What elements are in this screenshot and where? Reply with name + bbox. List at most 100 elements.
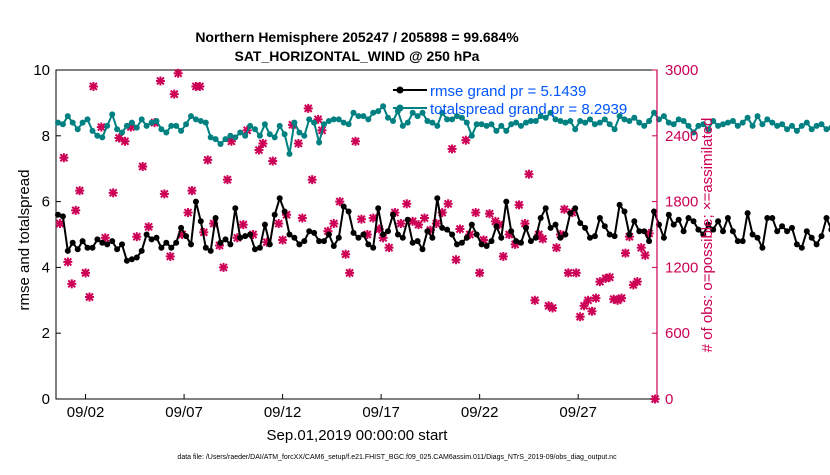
totalspread-point <box>527 118 534 124</box>
rmse-point <box>646 238 653 245</box>
rmse-point <box>468 221 475 228</box>
totalspread-point <box>390 118 396 124</box>
obs-marker <box>575 312 585 322</box>
totalspread-point <box>350 109 357 116</box>
totalspread-point <box>449 116 456 123</box>
totalspread-point <box>808 126 815 133</box>
rmse-point <box>449 231 456 238</box>
totalspread-point <box>74 126 81 133</box>
series-layer <box>55 68 830 404</box>
rmse-point <box>296 241 303 248</box>
rmse-point <box>316 238 323 245</box>
totalspread-point <box>705 126 712 133</box>
totalspread-point <box>577 118 584 124</box>
rmse-point <box>55 211 61 218</box>
rmse-point <box>227 241 234 248</box>
totalspread-point <box>454 113 460 120</box>
rmse-point <box>109 238 116 245</box>
rmse-point <box>143 231 150 238</box>
totalspread-point <box>247 122 254 129</box>
totalspread-point <box>651 109 657 116</box>
obs-marker <box>222 175 232 185</box>
rmse-point <box>212 215 219 221</box>
rmse-point <box>513 238 520 245</box>
totalspread-point <box>138 116 145 123</box>
totalspread-point <box>646 118 653 124</box>
totalspread-point <box>173 122 180 129</box>
totalspread-point <box>89 127 96 134</box>
totalspread-point <box>104 122 111 129</box>
rmse-point <box>680 228 687 235</box>
totalspread-point <box>301 132 308 139</box>
totalspread-point <box>468 132 475 139</box>
rmse-point <box>577 220 584 226</box>
axes-layer: 0 2 4 6 8 10 0 600 1200 1800 2400 3000 09/02 09/07 09/… <box>33 62 698 421</box>
rmse-point <box>355 234 362 241</box>
totalspread-point <box>720 121 726 128</box>
rmse-point <box>818 233 825 240</box>
y-left-tick-label: 4 <box>42 259 50 276</box>
legend-rmse-label: rmse grand pr = 5.1439 <box>430 83 586 100</box>
rmse-point <box>705 221 712 228</box>
rmse-point <box>685 215 692 221</box>
totalspread-point <box>158 126 165 133</box>
obs-marker <box>548 303 558 313</box>
rmse-point <box>532 234 539 241</box>
totalspread-point <box>242 132 249 139</box>
rmse-point <box>473 231 480 238</box>
rmse-point <box>454 241 460 248</box>
rmse-point <box>749 231 756 238</box>
rmse-point <box>744 210 751 217</box>
totalspread-point <box>784 126 791 133</box>
obs-marker <box>579 301 589 311</box>
obs-marker <box>96 122 106 132</box>
obs-marker <box>447 144 457 154</box>
obs-marker <box>620 248 630 258</box>
rmse-point <box>606 231 613 238</box>
rmse-point <box>325 231 332 238</box>
rmse-point <box>631 218 638 225</box>
y-left-tick-label: 10 <box>33 62 50 79</box>
x-axis-label: Sep.01,2019 00:00:00 start <box>267 427 449 444</box>
totalspread-point <box>439 109 446 116</box>
rmse-point <box>163 239 170 246</box>
totalspread-point <box>665 119 672 126</box>
y-right-tick-label: 2400 <box>665 128 698 145</box>
rmse-point <box>572 205 579 212</box>
legend: rmse grand pr = 5.1439 totalspread grand… <box>393 83 627 118</box>
totalspread-point <box>606 121 613 128</box>
totalspread-point <box>197 118 204 124</box>
totalspread-point <box>444 116 451 123</box>
totalspread-series <box>55 103 830 157</box>
totalspread-point <box>183 121 190 128</box>
obs-marker <box>530 295 540 305</box>
totalspread-point <box>153 118 160 124</box>
totalspread-point <box>557 118 564 124</box>
totalspread-point <box>296 129 303 136</box>
totalspread-point <box>803 119 810 126</box>
rmse-point <box>729 228 736 235</box>
obs-marker <box>414 220 424 230</box>
totalspread-point <box>734 122 741 129</box>
totalspread-point <box>202 119 209 126</box>
totalspread-point <box>636 119 643 126</box>
rmse-point <box>611 233 618 240</box>
rmse-point <box>64 247 71 254</box>
obs-marker <box>384 243 394 253</box>
totalspread-point <box>414 113 421 120</box>
totalspread-point <box>335 116 342 123</box>
rmse-point <box>779 223 786 230</box>
obs-marker <box>203 155 213 165</box>
totalspread-point <box>311 119 318 126</box>
totalspread-point <box>759 121 766 128</box>
rmse-point <box>429 234 436 241</box>
totalspread-point <box>212 136 219 143</box>
rmse-point <box>483 243 490 249</box>
totalspread-point <box>729 118 736 124</box>
obs-marker <box>63 257 73 267</box>
rmse-point <box>404 216 411 223</box>
obs-marker <box>345 268 355 278</box>
obs-marker <box>335 197 345 207</box>
rmse-point <box>306 228 313 235</box>
